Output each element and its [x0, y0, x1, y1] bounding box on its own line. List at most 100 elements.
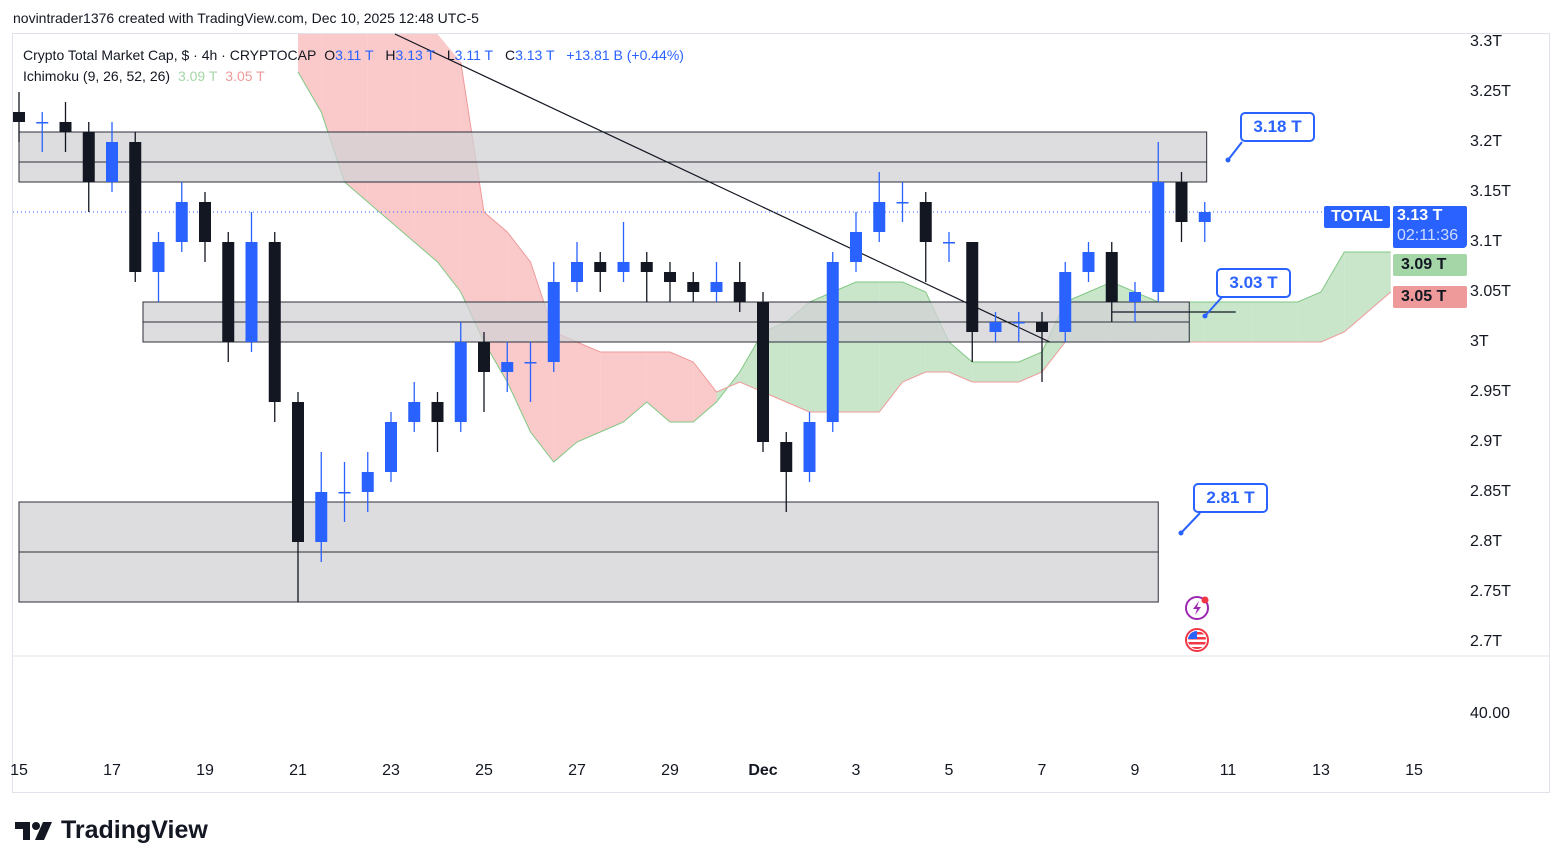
- candle-down: [268, 242, 281, 402]
- callout-pointer: [1204, 296, 1223, 317]
- cloud-segment: [577, 342, 601, 442]
- span-a-tag: 3.09 T: [1393, 254, 1467, 276]
- candle-down: [82, 132, 95, 182]
- callout-anchor: [1225, 157, 1231, 163]
- candle-down: [780, 442, 793, 472]
- trendline: [394, 33, 1051, 343]
- candle-up: [896, 202, 909, 204]
- lightning-event-icon[interactable]: [1184, 595, 1210, 621]
- cloud-segment: [623, 352, 647, 422]
- callout-3-03[interactable]: 3.03 T: [1216, 268, 1291, 298]
- candle-up: [408, 402, 421, 422]
- last-price: 3.13 T: [1397, 207, 1443, 224]
- candle-up: [315, 492, 328, 542]
- legend-close: 3.13 T: [515, 47, 555, 63]
- cloud-segment: [553, 332, 577, 462]
- cloud-segment: [1297, 292, 1321, 342]
- candle-down: [478, 342, 490, 372]
- legend-open: 3.11 T: [335, 47, 374, 63]
- time-tick: 11: [1219, 762, 1237, 779]
- candle-down: [222, 242, 235, 342]
- candle-up: [454, 342, 467, 422]
- candle-down: [966, 242, 979, 332]
- callout-anchor: [1178, 530, 1184, 536]
- callout-anchor: [1202, 313, 1208, 319]
- span-b-tag: 3.05 T: [1393, 286, 1467, 308]
- cloud-segment: [1367, 252, 1391, 312]
- candle-up: [1129, 292, 1141, 302]
- time-tick: 15: [1405, 762, 1423, 779]
- price-tick: 2.8T: [1470, 533, 1503, 550]
- support-resistance-zones: [18, 131, 1208, 603]
- price-tick: 3.05T: [1470, 283, 1511, 300]
- candle-down: [1105, 252, 1118, 302]
- candle-down: [1036, 322, 1048, 332]
- callout-pointer: [1180, 512, 1201, 534]
- candle-up: [152, 242, 165, 272]
- legend-low: 3.11 T: [454, 47, 494, 63]
- candle-down: [129, 142, 142, 272]
- candle-up: [1082, 252, 1095, 272]
- time-tick: 9: [1130, 762, 1140, 779]
- indicator-name[interactable]: Ichimoku (9, 26, 52, 26): [23, 68, 171, 84]
- chart-credit: novintrader1376 created with TradingView…: [13, 10, 479, 26]
- price-tick: 3.2T: [1470, 133, 1503, 150]
- legend-close-label: C: [504, 47, 516, 63]
- cloud-segment: [995, 362, 1019, 382]
- candle-down: [664, 272, 676, 282]
- legend-low-label: L: [446, 47, 455, 63]
- candle-up: [1059, 272, 1072, 332]
- cloud-segment: [1344, 252, 1368, 332]
- cloud-segment: [1321, 252, 1345, 342]
- tradingview-logo[interactable]: TradingView: [15, 816, 208, 845]
- price-tick: 2.85T: [1470, 483, 1511, 500]
- time-tick: 7: [1037, 762, 1047, 779]
- indicator-span-a: 3.09 T: [177, 68, 218, 84]
- chart-frame: [12, 33, 1550, 793]
- price-tick: 2.95T: [1470, 383, 1511, 400]
- candle-up: [826, 262, 839, 422]
- legend-high: 3.13 T: [395, 47, 435, 63]
- price-tick: 3.3T: [1470, 33, 1503, 50]
- callout-2-81[interactable]: 2.81 T: [1193, 483, 1268, 513]
- legend-row-indicator[interactable]: Ichimoku (9, 26, 52, 26) 3.09 T 3.05 T: [23, 66, 688, 87]
- candle-up: [361, 472, 374, 492]
- time-tick: 19: [196, 762, 214, 779]
- candle-up: [710, 282, 723, 292]
- candle-up: [873, 202, 886, 232]
- legend-open-label: O: [324, 47, 336, 63]
- cloud-segment: [1228, 302, 1252, 342]
- cloud-segment: [646, 352, 670, 422]
- time-tick: 3: [851, 762, 861, 779]
- tradingview-logo-icon: [15, 821, 52, 840]
- candle-up: [1152, 182, 1165, 292]
- candle-up: [524, 362, 537, 364]
- candle-up: [989, 322, 1002, 332]
- candle-up: [803, 422, 816, 472]
- candle-down: [292, 402, 304, 542]
- cloud-segment: [1204, 302, 1228, 342]
- time-tick: 23: [382, 762, 400, 779]
- callout-3-18[interactable]: 3.18 T: [1240, 112, 1315, 142]
- callout-pointer: [1227, 141, 1243, 161]
- last-price-tag: 3.13 T 02:11:36: [1393, 206, 1467, 248]
- legend-change: +13.81 B (+0.44%): [566, 47, 684, 63]
- drawings: [13, 33, 1324, 536]
- tradingview-wordmark: TradingView: [61, 816, 208, 844]
- time-tick: Dec: [748, 762, 778, 779]
- us-flag-icon[interactable]: [1184, 627, 1210, 653]
- candle-up: [1012, 322, 1025, 324]
- candle-down: [13, 112, 25, 122]
- price-tick: 3.1T: [1470, 233, 1503, 250]
- candle-down: [733, 282, 746, 302]
- cloud-segment: [972, 362, 996, 382]
- bar-countdown: 02:11:36: [1397, 227, 1459, 244]
- time-tick: 5: [944, 762, 954, 779]
- price-tick: 2.7T: [1470, 633, 1503, 650]
- price-tick: 2.75T: [1470, 583, 1511, 600]
- symbol-tag: TOTAL: [1324, 206, 1390, 228]
- candle-down: [757, 302, 769, 442]
- candle-up: [943, 242, 955, 244]
- candle-down: [594, 262, 607, 272]
